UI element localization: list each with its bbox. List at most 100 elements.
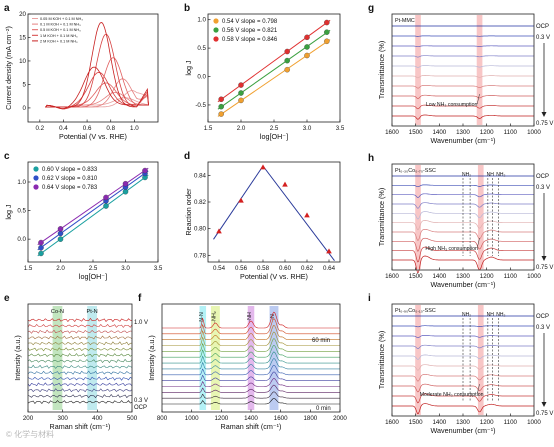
chart-f-ylabel: Intensity (a.u.) — [147, 335, 156, 381]
chart-g-right-label-2: 0.75 V — [536, 121, 553, 127]
chart-i-xtick-label-2: 1400 — [432, 419, 446, 426]
chart-e-xtick-label-3: 500 — [127, 415, 138, 422]
chart-f-xtick-label-4: 1600 — [274, 415, 288, 422]
chart-e-trace-2 — [27, 329, 133, 334]
chart-a-ylabel: Current density (mA cm⁻²) — [4, 26, 13, 110]
chart-f-xtick-label-1: 1000 — [185, 415, 199, 422]
chart-f-xtick-label-3: 1400 — [244, 415, 258, 422]
chart-b-point-0-2 — [284, 66, 290, 73]
chart-e-panel-label: e — [4, 293, 10, 304]
chart-i-xtick-label-3: 1300 — [456, 419, 470, 426]
chart-a-frame — [27, 13, 159, 123]
chart-h-right-label-2: 0.75 V — [536, 265, 553, 271]
chart-g-ylabel: Transmittance (%) — [377, 41, 386, 99]
chart-f-trace-11 — [162, 325, 340, 341]
chart-c-legend-label-2: 0.64 V slope = 0.783 — [42, 185, 98, 191]
chart-b-point-0-3 — [304, 52, 310, 59]
chart-b-point-1-4 — [324, 29, 330, 35]
watermark: © 化学与材料 — [6, 430, 55, 439]
chart-g-panel-label: g — [368, 3, 374, 14]
chart-c-panel-label: c — [4, 151, 10, 162]
chart-g-trace-4 — [392, 65, 534, 68]
chart-g-trace-7 — [392, 94, 534, 99]
chart-e-ylabel: Intensity (a.u.) — [13, 335, 22, 381]
chart-d-xtick-label-0: 0.54 — [213, 265, 226, 272]
chart-d-fit-right — [262, 165, 335, 261]
chart-b-point-2-3 — [304, 34, 310, 41]
chart-i-xtick-label-6: 1000 — [527, 419, 541, 426]
chart-b-legend-marker-1 — [213, 27, 219, 33]
chart-h-xtick-label-1: 1500 — [409, 273, 423, 280]
chart-b-xtick-label-1: 2.0 — [237, 125, 246, 132]
chart-e-xlabel: Raman shift (cm⁻¹) — [50, 422, 111, 431]
chart-g-xtick-label-3: 1300 — [456, 129, 470, 136]
chart-g-title: Pt-MMC — [395, 18, 415, 24]
chart-f-band-label-3: -N — [270, 314, 276, 320]
chart-h-right-label-0: OCP — [536, 174, 549, 180]
chart-c-xtick-label-3: 3.0 — [121, 265, 130, 272]
chart-a: 0.05 M KOH + 0.1 M NH₃ 0.1 M KOH + 0.1 M … — [4, 3, 159, 141]
chart-i-panel-label: i — [368, 293, 371, 304]
chart-c-point-0-3 — [122, 188, 129, 195]
chart-i-xtick-label-4: 1200 — [480, 419, 494, 426]
chart-f-xtick-label-6: 2000 — [333, 415, 347, 422]
chart-c-fit-2 — [37, 167, 149, 246]
chart-e-trace-5 — [27, 347, 133, 352]
chart-c-point-1-1 — [57, 230, 64, 237]
chart-i-xlabel: Wavenumber (cm⁻¹) — [430, 426, 495, 435]
chart-f-trace-0 — [162, 398, 340, 405]
chart-h-marker-label-0: NH₂ — [462, 172, 471, 178]
chart-f-trace-2 — [162, 384, 340, 393]
chart-a-ytick-label-2: 10 — [19, 58, 26, 65]
chart-b-fit-2 — [217, 19, 331, 103]
chart-f-band-0 — [199, 306, 207, 410]
chart-c-ytick-label-0: 0.0 — [17, 236, 26, 243]
chart-g-xtick-label-1: 1500 — [409, 129, 423, 136]
chart-i-xtick-label-0: 1600 — [385, 419, 399, 426]
chart-g-annotation-arrow — [476, 93, 480, 105]
chart-i-trace-5 — [392, 364, 534, 371]
chart-c-xtick-label-0: 1.5 — [24, 265, 33, 272]
chart-g-frame — [391, 13, 535, 127]
chart-f-trace-12 — [162, 318, 340, 335]
chart-e-xtick-label-0: 200 — [23, 415, 34, 422]
chart-d-xtick-label-5: 0.64 — [323, 265, 336, 272]
chart-b-point-0-0 — [218, 111, 224, 117]
chart-g-annotation: Low NH₃ consumption — [426, 102, 478, 108]
chart-b-legend-label-2: 0.58 V slope = 0.846 — [222, 37, 278, 43]
chart-c-point-0-2 — [103, 203, 109, 209]
chart-e-trace-0 — [27, 317, 133, 322]
chart-e-xtick-label-1: 300 — [58, 415, 69, 422]
chart-h-trace-2 — [392, 193, 534, 198]
chart-f-trace-10 — [162, 331, 340, 346]
chart-h-trace-8 — [392, 246, 534, 263]
chart-c-ylabel: log J — [4, 204, 13, 220]
chart-e-band-label-0: Co-N — [51, 309, 64, 315]
chart-i-ylabel: Transmittance (%) — [377, 331, 386, 389]
chart-f-top-label: 60 min — [312, 338, 330, 344]
chart-f-xtick-label-5: 1800 — [303, 415, 317, 422]
chart-b-xtick-label-4: 3.5 — [336, 125, 345, 132]
chart-i-trace-4 — [392, 354, 534, 360]
chart-a-ytick-label-3: 15 — [19, 34, 26, 41]
chart-i-band-1 — [477, 305, 484, 415]
chart-a-xlabel: Potential (V vs. RHE) — [59, 132, 127, 141]
chart-g-trace-3 — [392, 55, 534, 58]
chart-h-panel-label: h — [368, 153, 374, 164]
chart-h-band-0 — [415, 165, 421, 269]
chart-i-marker-label-1: NH — [487, 312, 495, 318]
chart-h-xtick-label-6: 1000 — [527, 273, 541, 280]
chart-a-series-3 — [44, 33, 149, 110]
chart-b-xtick-label-3: 3.0 — [303, 125, 312, 132]
chart-g: Pt-MMC Low NH₃ consumption OCP 0.3 V 0.75 V 1… — [368, 3, 553, 145]
chart-b-legend-label-1: 0.56 V slope = 0.821 — [222, 28, 278, 34]
chart-f-band-label-1: -NH₂ — [211, 311, 217, 323]
chart-b-xtick-label-0: 1.5 — [204, 125, 213, 132]
chart-h-arrow-head — [541, 256, 547, 261]
chart-a-ytick-label-1: 5 — [23, 81, 27, 88]
chart-d-point-2 — [260, 164, 266, 170]
chart-b-point-1-1 — [238, 90, 244, 96]
chart-g-trace-5 — [392, 75, 534, 79]
